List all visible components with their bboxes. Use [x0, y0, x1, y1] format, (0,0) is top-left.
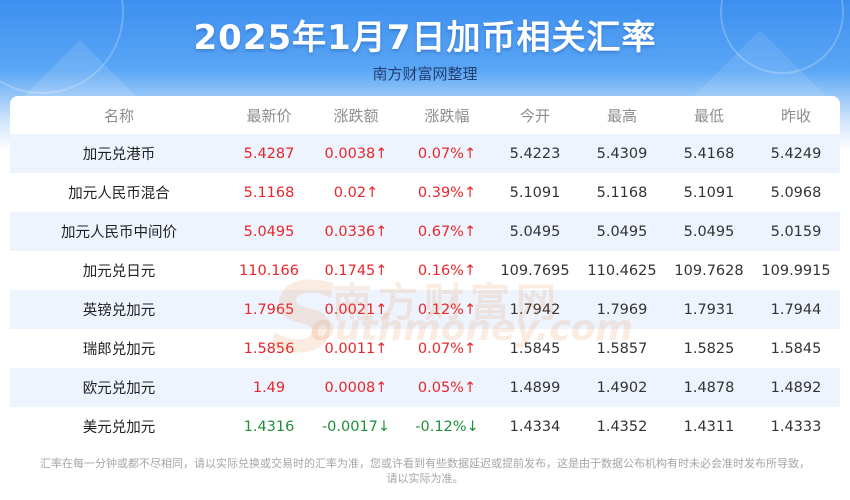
- rate-table: 名称 最新价 涨跌额 涨跌幅 今开 最高 最低 昨收 加元兑港币 5.4287 0.…: [10, 96, 840, 446]
- cell-prev: 5.0159: [752, 212, 840, 251]
- cell-open: 5.4223: [492, 134, 578, 173]
- cell-name: 瑞郎兑加元: [10, 329, 228, 368]
- header-decoration: [0, 0, 850, 100]
- column-header-high: 最高: [606, 106, 637, 125]
- cell-latest: 1.5856: [228, 329, 310, 368]
- column-header-change: 涨跌额: [333, 106, 379, 125]
- cell-high: 1.5857: [578, 329, 666, 368]
- cell-change: 0.0336↑: [310, 212, 402, 251]
- cell-low: 5.0495: [666, 212, 752, 251]
- column-header-name: 名称: [103, 106, 134, 125]
- cell-high: 1.4352: [578, 407, 666, 446]
- cell-change: 0.0008↑: [310, 368, 402, 407]
- disclaimer: 汇率在每一分钟或都不尽相同，请以实际兑换或交易时的汇率为准，您或许看到有些数据延…: [30, 456, 820, 486]
- cell-pct: 0.07%↑: [402, 329, 492, 368]
- cell-high: 5.0495: [578, 212, 666, 251]
- cell-prev: 1.4333: [752, 407, 840, 446]
- cell-high: 1.7969: [578, 290, 666, 329]
- cell-open: 1.7942: [492, 290, 578, 329]
- cell-open: 1.4899: [492, 368, 578, 407]
- cell-latest: 5.1168: [228, 173, 310, 212]
- table-header-row: 名称 最新价 涨跌额 涨跌幅 今开 最高 最低 昨收: [10, 96, 840, 134]
- page-subtitle: 南方财富网整理: [372, 65, 478, 83]
- cell-name: 加元兑日元: [10, 251, 228, 290]
- cell-low: 109.7628: [666, 251, 752, 290]
- table-row: 加元兑日元 110.166 0.1745↑ 0.16%↑ 109.7695 110.462…: [10, 251, 840, 290]
- cell-change: 0.0021↑: [310, 290, 402, 329]
- cell-name: 加元兑港币: [10, 134, 228, 173]
- cell-high: 110.4625: [578, 251, 666, 290]
- cell-name: 英镑兑加元: [10, 290, 228, 329]
- cell-open: 109.7695: [492, 251, 578, 290]
- column-header-pct: 涨跌幅: [424, 106, 470, 125]
- cell-prev: 1.5845: [752, 329, 840, 368]
- column-header-open: 今开: [519, 106, 550, 125]
- cell-low: 5.4168: [666, 134, 752, 173]
- table-row: 瑞郎兑加元 1.5856 0.0011↑ 0.07%↑ 1.5845 1.5857 1.58…: [10, 329, 840, 368]
- cell-latest: 5.4287: [228, 134, 310, 173]
- cell-pct: 0.39%↑: [402, 173, 492, 212]
- cell-latest: 1.49: [228, 368, 310, 407]
- cell-high: 1.4902: [578, 368, 666, 407]
- cell-low: 1.5825: [666, 329, 752, 368]
- cell-low: 1.4878: [666, 368, 752, 407]
- cell-open: 1.4334: [492, 407, 578, 446]
- cell-change: -0.0017↓: [310, 407, 402, 446]
- table-row: 加元人民币中间价 5.0495 0.0336↑ 0.67%↑ 5.0495 5.0495 5…: [10, 212, 840, 251]
- cell-latest: 1.4316: [228, 407, 310, 446]
- cell-change: 0.0038↑: [310, 134, 402, 173]
- cell-open: 5.1091: [492, 173, 578, 212]
- cell-prev: 109.9915: [752, 251, 840, 290]
- cell-change: 0.02↑: [310, 173, 402, 212]
- cell-name: 美元兑加元: [10, 407, 228, 446]
- cell-latest: 5.0495: [228, 212, 310, 251]
- cell-pct: -0.12%↓: [402, 407, 492, 446]
- cell-pct: 0.67%↑: [402, 212, 492, 251]
- cell-prev: 5.0968: [752, 173, 840, 212]
- column-header-prev: 昨收: [780, 106, 811, 125]
- table-row: 英镑兑加元 1.7965 0.0021↑ 0.12%↑ 1.7942 1.7969 1.79…: [10, 290, 840, 329]
- table-row: 加元兑港币 5.4287 0.0038↑ 0.07%↑ 5.4223 5.4309 5.41…: [10, 134, 840, 173]
- cell-low: 5.1091: [666, 173, 752, 212]
- cell-prev: 5.4249: [752, 134, 840, 173]
- cell-change: 0.0011↑: [310, 329, 402, 368]
- cell-pct: 0.16%↑: [402, 251, 492, 290]
- cell-high: 5.1168: [578, 173, 666, 212]
- cell-pct: 0.05%↑: [402, 368, 492, 407]
- cell-prev: 1.7944: [752, 290, 840, 329]
- column-header-low: 最低: [693, 106, 724, 125]
- table-row: 加元人民币混合 5.1168 0.02↑ 0.39%↑ 5.1091 5.1168 5.10…: [10, 173, 840, 212]
- table-row: 美元兑加元 1.4316 -0.0017↓ -0.12%↓ 1.4334 1.4352 1.…: [10, 407, 840, 446]
- page-title: 2025年1月7日加币相关汇率: [193, 18, 657, 58]
- cell-name: 加元人民币中间价: [10, 212, 228, 251]
- column-header-latest: 最新价: [246, 106, 292, 125]
- cell-low: 1.7931: [666, 290, 752, 329]
- cell-prev: 1.4892: [752, 368, 840, 407]
- cell-high: 5.4309: [578, 134, 666, 173]
- cell-latest: 1.7965: [228, 290, 310, 329]
- cell-open: 1.5845: [492, 329, 578, 368]
- cell-low: 1.4311: [666, 407, 752, 446]
- disclaimer-line-1: 汇率在每一分钟或都不尽相同，请以实际兑换或交易时的汇率为准，您或许看到有些数据延…: [40, 457, 810, 470]
- cell-change: 0.1745↑: [310, 251, 402, 290]
- cell-pct: 0.12%↑: [402, 290, 492, 329]
- disclaimer-line-2: 请以实际为准。: [386, 472, 464, 485]
- cell-open: 5.0495: [492, 212, 578, 251]
- cell-name: 欧元兑加元: [10, 368, 228, 407]
- cell-pct: 0.07%↑: [402, 134, 492, 173]
- cell-latest: 110.166: [228, 251, 310, 290]
- cell-name: 加元人民币混合: [10, 173, 228, 212]
- rate-table-card: 名称 最新价 涨跌额 涨跌幅 今开 最高 最低 昨收 加元兑港币 5.4287 0.…: [10, 96, 840, 448]
- table-row: 欧元兑加元 1.49 0.0008↑ 0.05%↑ 1.4899 1.4902 1.4878…: [10, 368, 840, 407]
